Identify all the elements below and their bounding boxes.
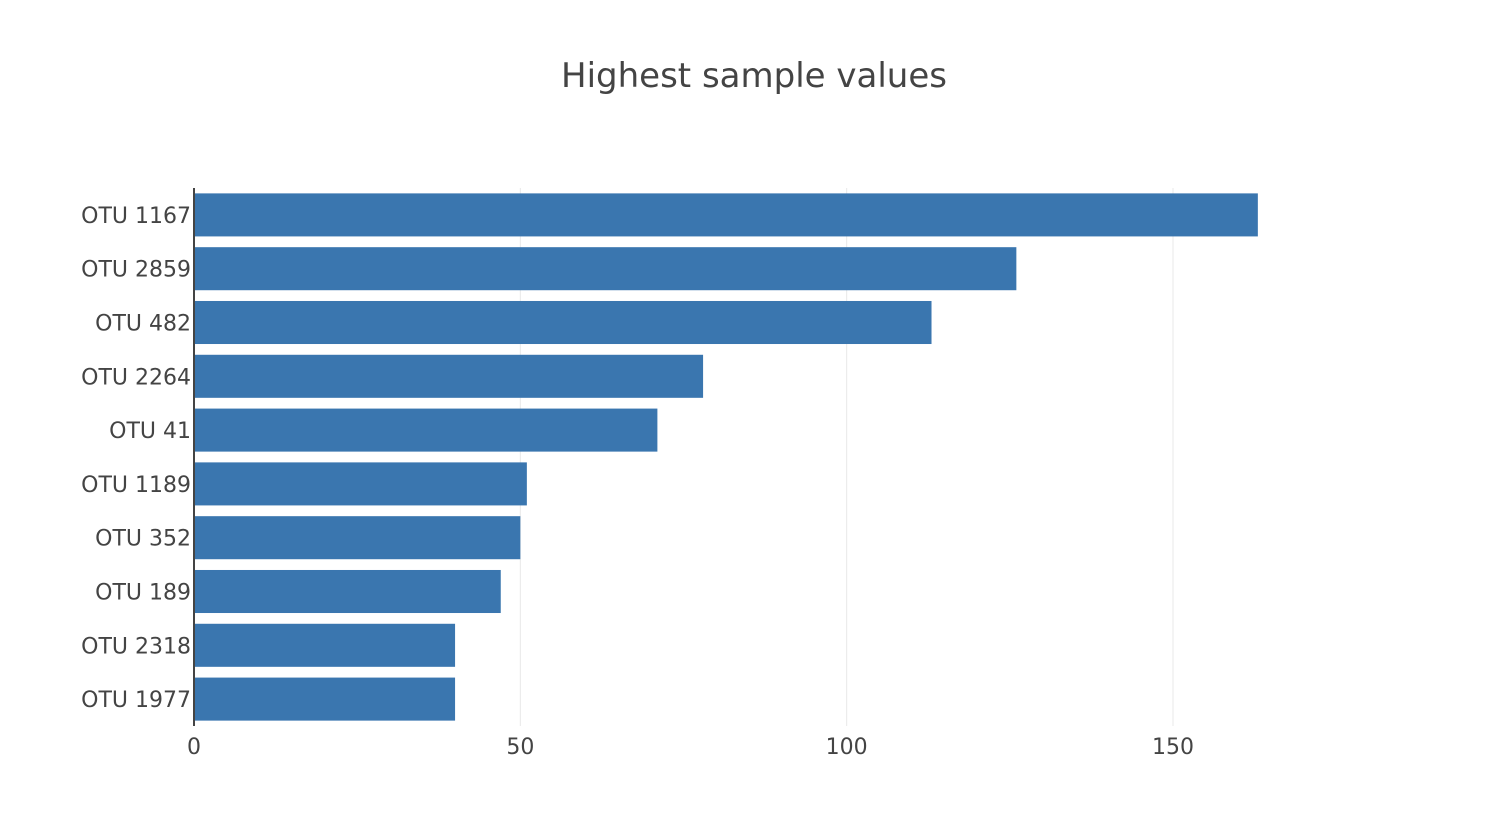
bar-otu-2264 bbox=[194, 354, 704, 398]
bar-otu-41 bbox=[194, 408, 658, 452]
x-tick-label: 50 bbox=[506, 735, 534, 760]
bar-otu-2318 bbox=[194, 623, 456, 667]
x-tick-label: 0 bbox=[187, 735, 201, 760]
y-tick-label: OTU 482 bbox=[95, 312, 191, 337]
bar-otu-352 bbox=[194, 516, 521, 560]
bars bbox=[194, 193, 1258, 721]
y-tick-label: OTU 1167 bbox=[81, 204, 191, 229]
bar-otu-1977 bbox=[194, 677, 456, 721]
y-tick-label: OTU 2318 bbox=[81, 634, 191, 659]
x-tick-label: 100 bbox=[826, 735, 868, 760]
y-tick-label: OTU 1977 bbox=[81, 688, 191, 713]
y-tick-label: OTU 1189 bbox=[81, 473, 191, 498]
tick-labels: OTU 1167 OTU 2859 OTU 482 OTU 2264 OTU 41 OTU… bbox=[81, 204, 1194, 760]
bar-otu-189 bbox=[194, 569, 501, 614]
y-tick-label: OTU 2859 bbox=[81, 258, 191, 283]
x-tick-label: 150 bbox=[1152, 735, 1194, 760]
y-tick-label: OTU 2264 bbox=[81, 365, 191, 390]
y-tick-label: OTU 189 bbox=[95, 581, 191, 606]
y-tick-label: OTU 352 bbox=[95, 527, 191, 552]
bar-otu-2859 bbox=[194, 247, 1017, 291]
bar-otu-1167 bbox=[194, 193, 1258, 237]
y-tick-label: OTU 41 bbox=[109, 419, 191, 444]
chart-title: Highest sample values bbox=[561, 56, 947, 96]
bar-otu-1189 bbox=[194, 462, 527, 506]
bar-otu-482 bbox=[194, 300, 932, 345]
